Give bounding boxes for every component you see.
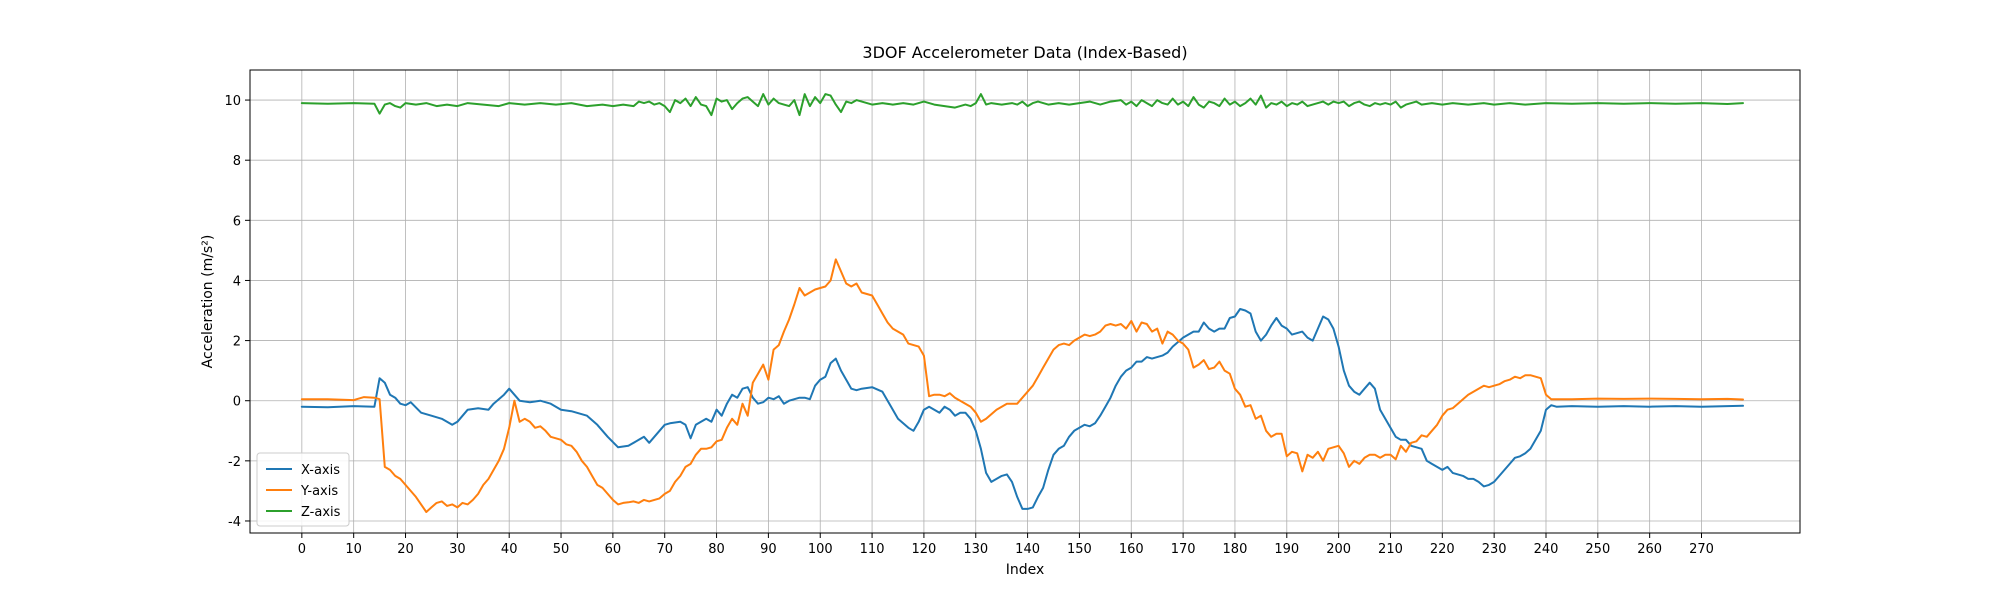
x-tick-label: 230 — [1482, 542, 1507, 557]
x-tick-label: 100 — [808, 542, 833, 557]
y-tick-label: -2 — [228, 455, 241, 470]
x-tick-label: 110 — [860, 542, 885, 557]
y-tick-label: 4 — [233, 274, 241, 289]
x-tick-label: 90 — [760, 542, 777, 557]
x-tick-label: 40 — [501, 542, 518, 557]
series-lines — [300, 93, 1744, 513]
plot-frame — [249, 69, 1801, 534]
x-tick-label: 60 — [605, 542, 622, 557]
legend-label: Z-axis — [301, 505, 341, 520]
y-axis-title: Acceleration (m/s²) — [200, 235, 216, 369]
x-tick-label: 200 — [1326, 542, 1351, 557]
y-tick-label: 2 — [233, 335, 241, 350]
y-tick-label: 10 — [224, 94, 241, 109]
x-tick-label: 70 — [656, 542, 673, 557]
x-tick-label: 250 — [1585, 542, 1610, 557]
x-tick-label: 20 — [397, 542, 414, 557]
chart-title: 3DOF Accelerometer Data (Index-Based) — [862, 43, 1187, 62]
x-tick-label: 240 — [1534, 542, 1559, 557]
y-tick-label: 0 — [233, 395, 241, 410]
legend-box — [256, 452, 350, 527]
x-tick-label: 170 — [1171, 542, 1196, 557]
x-tick-label: 190 — [1274, 542, 1299, 557]
x-tick-label: 270 — [1689, 542, 1714, 557]
x-tick-label: 120 — [911, 542, 936, 557]
series-line-z-axis — [300, 93, 1744, 117]
x-tick-label: 10 — [345, 542, 362, 557]
x-tick-label: 0 — [298, 542, 306, 557]
series-line-x-axis — [300, 308, 1744, 510]
series-line-y-axis — [300, 258, 1744, 513]
legend: X-axis Y-axis Z-axis — [256, 452, 350, 527]
x-tick-label: 140 — [1015, 542, 1040, 557]
x-tick-label: 220 — [1430, 542, 1455, 557]
legend-label: Y-axis — [300, 484, 338, 499]
axis-ticks: 0 10 20 30 40 50 60 70 80 90 100 110 120 130 140 150 160… — [224, 94, 1713, 557]
x-tick-label: 210 — [1378, 542, 1403, 557]
x-tick-label: 130 — [963, 542, 988, 557]
x-tick-label: 150 — [1067, 542, 1092, 557]
y-tick-label: 8 — [233, 154, 241, 169]
legend-label: X-axis — [301, 463, 340, 478]
x-axis-title: Index — [1006, 562, 1045, 578]
x-tick-label: 80 — [708, 542, 725, 557]
y-tick-label: 6 — [233, 214, 241, 229]
x-tick-label: 180 — [1223, 542, 1248, 557]
y-tick-label: -4 — [228, 515, 241, 530]
x-tick-label: 160 — [1119, 542, 1144, 557]
x-tick-label: 30 — [449, 542, 466, 557]
x-tick-label: 50 — [553, 542, 570, 557]
x-tick-label: 260 — [1637, 542, 1662, 557]
